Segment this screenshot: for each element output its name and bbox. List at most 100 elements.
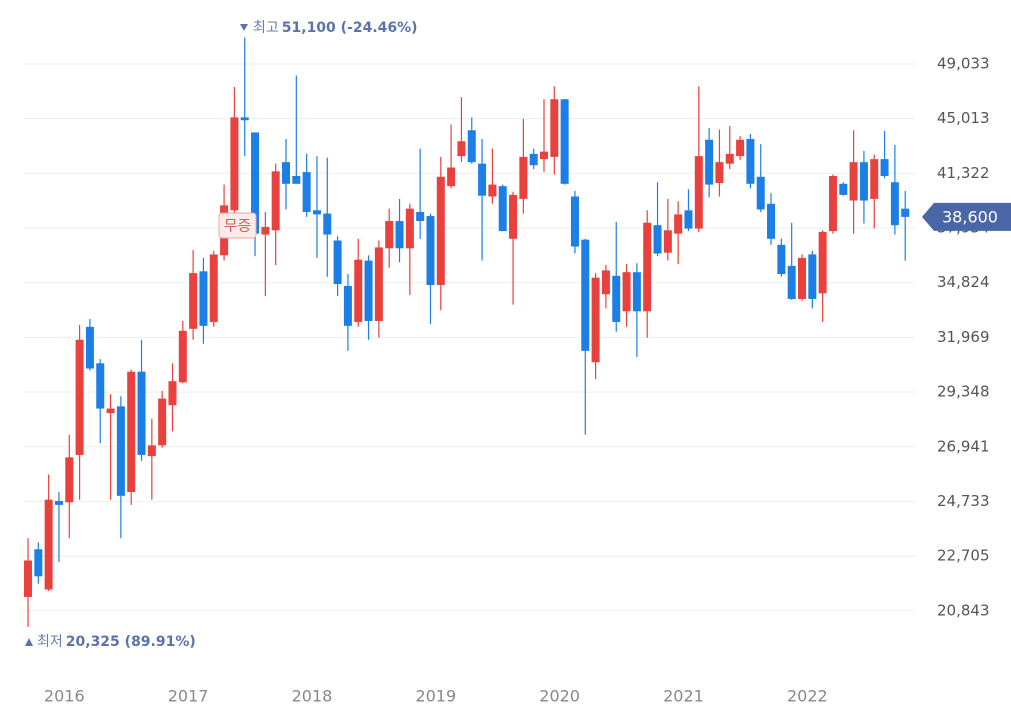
- candle-body: [694, 156, 703, 229]
- candle-body: [798, 257, 806, 299]
- x-tick-label: 2019: [415, 687, 456, 706]
- candle-body: [65, 457, 74, 503]
- candle-body: [323, 213, 332, 235]
- y-tick-label: 29,348: [937, 383, 990, 401]
- candle-body: [674, 214, 683, 234]
- candle-body: [85, 326, 94, 369]
- candle-body: [168, 381, 177, 406]
- y-tick-label: 49,033: [937, 54, 990, 72]
- x-tick-label: 2018: [292, 687, 333, 706]
- event-badge-box: [218, 212, 257, 239]
- y-tick-label: 20,843: [937, 601, 990, 619]
- candle-body: [457, 141, 466, 157]
- candle-body: [509, 194, 518, 239]
- candle-body: [96, 363, 105, 409]
- candle-body: [890, 182, 899, 226]
- candle-body: [736, 139, 745, 157]
- candle-body: [746, 139, 755, 184]
- candle-body: [467, 130, 476, 163]
- y-tick-label: 22,705: [937, 547, 990, 565]
- y-tick-label: 41,322: [937, 164, 990, 182]
- candle-body: [251, 132, 260, 234]
- candle-body: [653, 225, 662, 254]
- candle-body: [292, 175, 301, 184]
- x-tick-label: 2021: [663, 687, 704, 706]
- candle-body: [684, 210, 693, 229]
- candle-body: [374, 247, 383, 321]
- event-badge-label: 무증: [224, 217, 252, 235]
- candle-body: [106, 408, 115, 414]
- candle-body: [354, 259, 363, 322]
- candle-body: [828, 175, 837, 232]
- candle-body: [302, 172, 311, 212]
- y-tick-label: 34,824: [937, 273, 990, 291]
- candles: [24, 37, 910, 627]
- candle-body: [777, 244, 786, 275]
- candle-body: [581, 239, 590, 351]
- candle-body: [643, 222, 652, 312]
- price-badge-box: [922, 202, 1011, 231]
- max-value: 51,100 (-24.46%): [282, 20, 418, 36]
- candle-body: [199, 271, 208, 326]
- min-value: 20,325 (89.91%): [66, 634, 196, 650]
- max-annotation-text: 최고 51,100 (-24.46%): [253, 20, 418, 36]
- candle-body: [240, 117, 249, 121]
- price-badge-label: 38,600: [942, 207, 998, 226]
- candle-body: [312, 210, 321, 215]
- candle-body: [147, 445, 156, 457]
- candle-body: [880, 159, 889, 176]
- min-arrow: [25, 638, 33, 646]
- candle-body: [24, 560, 32, 597]
- candle-body: [715, 162, 724, 184]
- candle-body: [767, 203, 776, 239]
- candle-body: [436, 176, 445, 285]
- y-tick-label: 31,969: [937, 328, 990, 346]
- candle-body: [44, 499, 53, 590]
- candle-body: [632, 272, 641, 312]
- candle-body: [209, 254, 218, 322]
- min-label: 최저: [37, 634, 63, 650]
- candle-body: [849, 162, 858, 201]
- candle-body: [426, 216, 435, 285]
- candle-body: [271, 171, 280, 231]
- candle-body: [859, 162, 868, 201]
- candle-body: [488, 184, 497, 197]
- candle-body: [282, 162, 290, 184]
- max-annotation: 최고 51,100 (-24.46%): [240, 20, 418, 36]
- price-badge: 38,600: [922, 202, 1011, 231]
- candle-body: [901, 208, 910, 217]
- candle-body: [447, 167, 456, 187]
- candle-body: [612, 275, 621, 322]
- candle-body: [116, 406, 125, 496]
- min-annotation-text: 최저 20,325 (89.91%): [37, 634, 196, 650]
- candle-body: [158, 398, 167, 446]
- candle-body: [808, 254, 817, 299]
- candle-body: [127, 371, 136, 493]
- grid: 20,843 22,705 24,733 26,941 29,348 31,969 34,8…: [24, 54, 990, 706]
- candle-body: [705, 139, 714, 185]
- candle-body: [591, 277, 600, 363]
- candle-body: [529, 153, 538, 166]
- candle-body: [725, 153, 734, 164]
- candle-body: [364, 260, 373, 321]
- event-badge: 무증: [218, 212, 257, 239]
- candle-body: [570, 196, 579, 247]
- x-tick-label: 2020: [539, 687, 580, 706]
- candle-body: [75, 339, 84, 455]
- candle-body: [34, 549, 43, 577]
- candle-body: [622, 272, 631, 312]
- candle-body: [818, 231, 827, 294]
- candle-body: [663, 230, 672, 253]
- y-tick-label: 24,733: [937, 492, 990, 510]
- candle-body: [230, 117, 239, 211]
- candle-body: [560, 99, 569, 184]
- candle-body: [519, 156, 528, 199]
- candle-body: [416, 211, 425, 222]
- candle-body: [478, 163, 487, 196]
- candle-body: [137, 371, 146, 455]
- x-tick-label: 2022: [787, 687, 828, 706]
- x-tick-label: 2017: [168, 687, 209, 706]
- y-tick-label: 26,941: [937, 437, 990, 455]
- candle-body: [343, 285, 352, 326]
- candle-body: [601, 270, 610, 295]
